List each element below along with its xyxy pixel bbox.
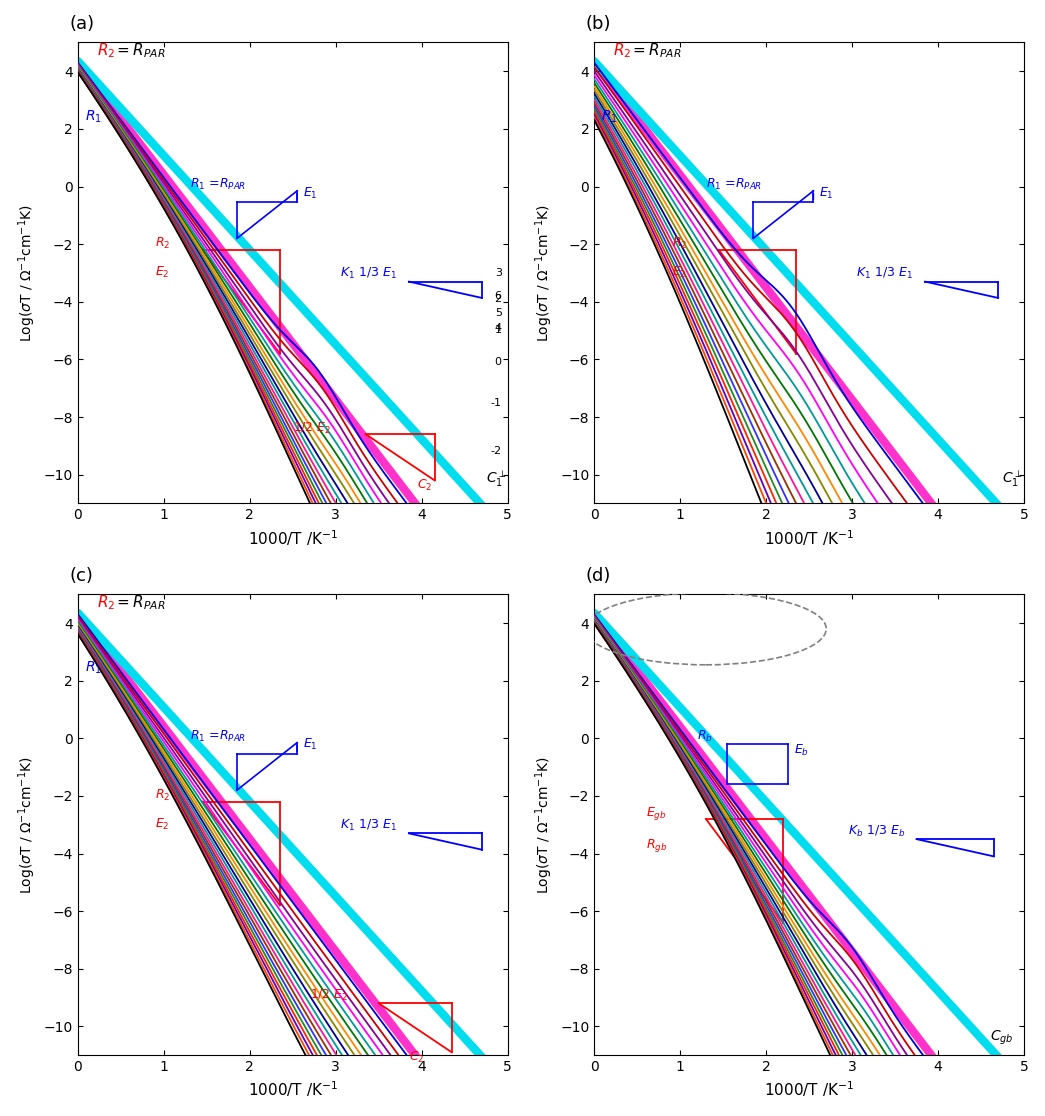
Text: (d): (d) <box>585 567 611 585</box>
Text: 4: 4 <box>494 323 502 333</box>
X-axis label: 1000/T /K$^{-1}$: 1000/T /K$^{-1}$ <box>248 528 338 548</box>
Text: $R_2$: $R_2$ <box>156 237 170 251</box>
Text: (a): (a) <box>69 16 94 33</box>
Text: $E_2$: $E_2$ <box>672 264 687 280</box>
Text: $R_1$ =$R_{PAR}$: $R_1$ =$R_{PAR}$ <box>190 177 246 192</box>
Text: $E_2$: $E_2$ <box>156 817 169 831</box>
Text: $K_1$ 1/3 $E_1$: $K_1$ 1/3 $E_1$ <box>340 818 397 834</box>
X-axis label: 1000/T /K$^{-1}$: 1000/T /K$^{-1}$ <box>248 1079 338 1099</box>
Text: $=R_{PAR}$: $=R_{PAR}$ <box>630 41 681 60</box>
Text: $R_1$: $R_1$ <box>85 108 101 125</box>
Text: $C_{gb}$: $C_{gb}$ <box>990 1029 1014 1047</box>
Text: 5: 5 <box>494 308 502 318</box>
Text: $R_2$: $R_2$ <box>97 594 115 612</box>
Text: $R_b$: $R_b$ <box>697 729 713 744</box>
Text: $=R_{PAR}$: $=R_{PAR}$ <box>114 41 165 60</box>
Text: $E_1$: $E_1$ <box>303 738 318 752</box>
Text: $C_2$: $C_2$ <box>417 478 433 493</box>
Text: 1/2 $E_2$: 1/2 $E_2$ <box>310 988 348 1003</box>
Text: $R_2$: $R_2$ <box>156 788 170 802</box>
Text: $R_2$: $R_2$ <box>613 41 631 60</box>
Text: $R_2$: $R_2$ <box>97 41 115 60</box>
Text: $=R_{PAR}$: $=R_{PAR}$ <box>114 594 165 612</box>
Text: -1: -1 <box>491 397 502 407</box>
Text: $R_1$ =$R_{PAR}$: $R_1$ =$R_{PAR}$ <box>706 177 762 192</box>
Text: $C_1^{\perp}$: $C_1^{\perp}$ <box>1002 469 1023 489</box>
Text: 0: 0 <box>494 357 502 367</box>
Text: $R_2$: $R_2$ <box>672 237 687 251</box>
Text: 2: 2 <box>494 294 502 304</box>
Text: $R_1$: $R_1$ <box>601 108 618 125</box>
Text: -2: -2 <box>490 446 502 456</box>
Text: $R_1$ =$R_{PAR}$: $R_1$ =$R_{PAR}$ <box>190 729 246 744</box>
Text: $E_{gb}$: $E_{gb}$ <box>646 805 667 822</box>
Text: 1: 1 <box>494 326 502 336</box>
Text: $E_1$: $E_1$ <box>819 185 834 201</box>
Text: 3: 3 <box>494 268 502 278</box>
Y-axis label: Log($\sigma$T / $\Omega^{-1}$cm$^{-1}$K): Log($\sigma$T / $\Omega^{-1}$cm$^{-1}$K) <box>533 756 555 894</box>
Y-axis label: Log($\sigma$T / $\Omega^{-1}$cm$^{-1}$K): Log($\sigma$T / $\Omega^{-1}$cm$^{-1}$K) <box>17 204 39 341</box>
Text: $R_{gb}$: $R_{gb}$ <box>646 837 667 854</box>
Text: $K_1$ 1/3 $E_1$: $K_1$ 1/3 $E_1$ <box>856 267 913 281</box>
Text: $C_2$: $C_2$ <box>409 1050 424 1065</box>
Text: $C_1^{\perp}$: $C_1^{\perp}$ <box>486 469 507 489</box>
Text: $E_2$: $E_2$ <box>156 264 169 280</box>
X-axis label: 1000/T /K$^{-1}$: 1000/T /K$^{-1}$ <box>764 1079 854 1099</box>
Text: (b): (b) <box>585 16 611 33</box>
Text: $R_1$: $R_1$ <box>85 660 101 676</box>
Text: (c): (c) <box>69 567 93 585</box>
Text: $E_b$: $E_b$ <box>794 743 810 758</box>
X-axis label: 1000/T /K$^{-1}$: 1000/T /K$^{-1}$ <box>764 528 854 548</box>
Text: 6: 6 <box>494 291 502 301</box>
Y-axis label: Log($\sigma$T / $\Omega^{-1}$cm$^{-1}$K): Log($\sigma$T / $\Omega^{-1}$cm$^{-1}$K) <box>17 756 39 894</box>
Y-axis label: Log($\sigma$T / $\Omega^{-1}$cm$^{-1}$K): Log($\sigma$T / $\Omega^{-1}$cm$^{-1}$K) <box>533 204 555 341</box>
Text: 1/2 $E_2$: 1/2 $E_2$ <box>293 421 331 435</box>
Text: $K_b$ 1/3 $E_b$: $K_b$ 1/3 $E_b$ <box>847 824 905 839</box>
Text: $E_1$: $E_1$ <box>303 185 318 201</box>
Text: $K_1$ 1/3 $E_1$: $K_1$ 1/3 $E_1$ <box>340 267 397 281</box>
